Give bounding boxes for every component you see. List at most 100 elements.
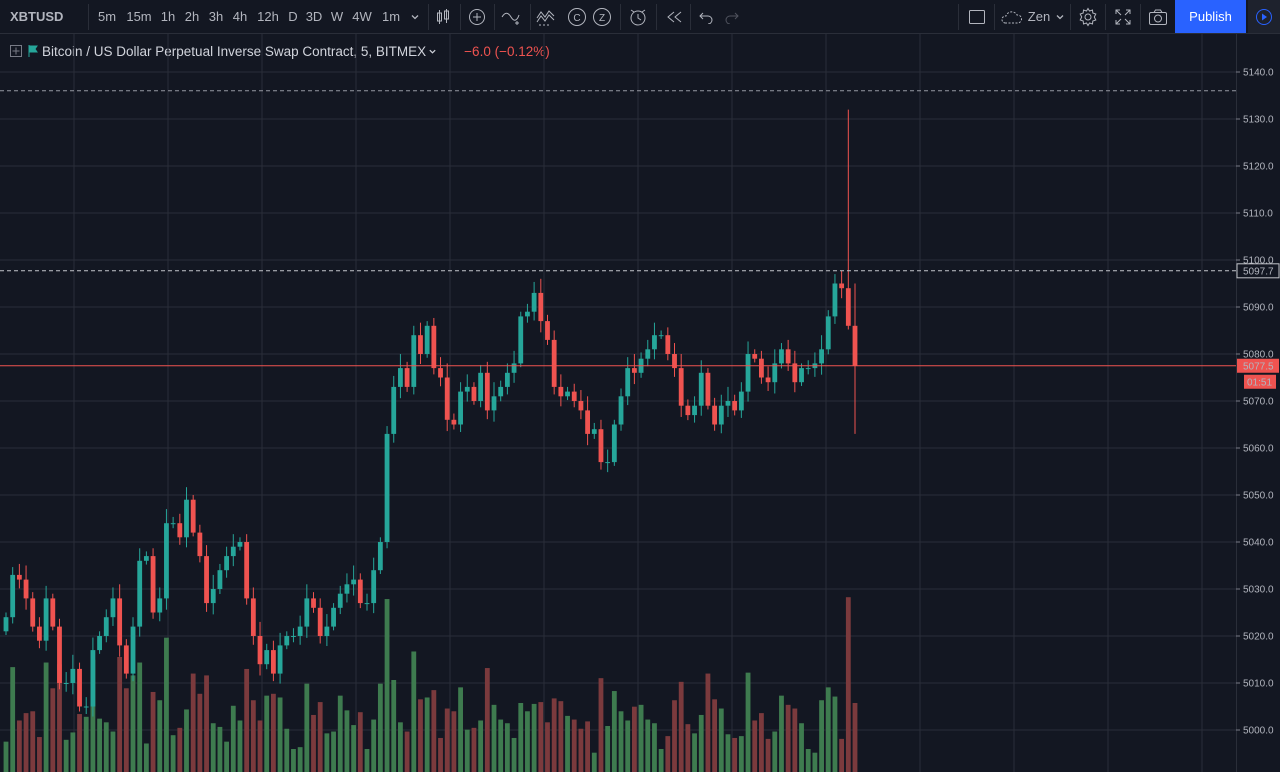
- candle-body: [217, 570, 223, 589]
- candle-series[interactable]: [3, 109, 858, 717]
- chevron-down-icon[interactable]: [428, 44, 438, 59]
- volume-bar: [277, 697, 283, 772]
- candle-body: [43, 598, 49, 641]
- candle-body: [825, 316, 831, 350]
- chevron-down-icon[interactable]: [1052, 0, 1068, 33]
- cloud-icon[interactable]: [998, 0, 1024, 33]
- volume-bar: [311, 714, 316, 772]
- volume-bar: [598, 678, 604, 772]
- interval-1h[interactable]: 1h: [160, 9, 176, 24]
- compare-icon[interactable]: [498, 0, 526, 33]
- volume-bar: [478, 720, 484, 772]
- volume-bar: [545, 722, 550, 772]
- undo-icon[interactable]: [694, 0, 718, 33]
- interval-4w[interactable]: 4W: [352, 9, 372, 24]
- volume-bar: [284, 728, 290, 772]
- interval-5m[interactable]: 5m: [97, 9, 117, 24]
- volume-bar: [765, 738, 771, 772]
- candles-icon[interactable]: [430, 0, 456, 33]
- candle-body: [551, 339, 557, 387]
- countdown-label: 01:51: [1247, 377, 1272, 388]
- price-axis[interactable]: 5140.0 5130.0 5120.0 5110.0 5100.0 5090.0 5080…: [1236, 34, 1280, 772]
- volume-bar: [150, 691, 156, 772]
- volume-bar: [10, 667, 16, 772]
- symbol-search-button[interactable]: XBTUSD: [10, 9, 64, 24]
- candle-body: [698, 372, 704, 406]
- price-change: −6.0 (−0.12%): [464, 43, 550, 59]
- chevron-down-icon[interactable]: [404, 0, 426, 33]
- volume-bar: [97, 718, 102, 772]
- volume-bar: [270, 693, 276, 772]
- candle-body: [518, 316, 524, 364]
- interval-w[interactable]: W: [330, 9, 344, 24]
- publish-button[interactable]: Publish: [1175, 0, 1246, 33]
- volume-bar: [317, 702, 323, 772]
- volume-bar: [738, 736, 744, 772]
- candle-body: [3, 617, 9, 632]
- interval-1m[interactable]: 1m: [381, 9, 401, 24]
- volume-bar: [491, 704, 497, 772]
- price-axis-background: [1236, 34, 1280, 772]
- camera-icon[interactable]: [1144, 0, 1172, 33]
- candle-body: [77, 668, 82, 707]
- volume-bar: [337, 695, 343, 772]
- volume-bar: [685, 724, 691, 772]
- toolbar-divider: [1105, 4, 1106, 30]
- volume-bar: [799, 723, 804, 772]
- volume-bar: [404, 731, 410, 772]
- volume-bar: [257, 720, 263, 772]
- candle-body: [779, 349, 784, 364]
- price-tick-label: 5100.0: [1243, 256, 1274, 267]
- interval-3h[interactable]: 3h: [208, 9, 224, 24]
- candle-body: [451, 419, 457, 425]
- volume-bar: [792, 708, 798, 772]
- volume-bar: [852, 703, 858, 772]
- toolbar-divider: [656, 4, 657, 30]
- interval-2h[interactable]: 2h: [184, 9, 200, 24]
- volume-bar: [658, 749, 664, 772]
- toolbar-divider: [958, 4, 959, 30]
- candle-body: [738, 391, 744, 411]
- redo-icon[interactable]: [720, 0, 744, 33]
- interval-3d[interactable]: 3D: [305, 9, 323, 24]
- volume-bar: [759, 713, 764, 772]
- candle-body: [611, 424, 617, 463]
- volume-series: [3, 597, 858, 772]
- candle-body: [204, 556, 209, 604]
- candle-body: [297, 626, 303, 636]
- expand-icon[interactable]: [10, 45, 22, 57]
- volume-bar: [832, 696, 838, 772]
- price-chart[interactable]: 5140.0 5130.0 5120.0 5110.0 5100.0 5090.0 5080…: [0, 34, 1280, 772]
- volume-bar: [732, 737, 738, 772]
- interval-4h[interactable]: 4h: [232, 9, 248, 24]
- settings-icon[interactable]: [1074, 0, 1102, 33]
- interval-15m[interactable]: 15m: [126, 9, 152, 24]
- candle-body: [471, 386, 477, 401]
- alert-icon[interactable]: [624, 0, 652, 33]
- fullscreen-icon[interactable]: [1109, 0, 1137, 33]
- add-indicator-icon[interactable]: [464, 0, 490, 33]
- interval-d[interactable]: D: [288, 9, 298, 24]
- volume-bar: [678, 681, 684, 772]
- z-icon[interactable]: Z: [589, 0, 615, 33]
- chart-title[interactable]: Bitcoin / US Dollar Perpetual Inverse Sw…: [42, 43, 427, 59]
- volume-bar: [3, 741, 9, 772]
- candle-body: [364, 603, 370, 605]
- price-tick-label: 5080.0: [1243, 350, 1274, 361]
- candle-body: [852, 325, 858, 366]
- high-price-tag: [1236, 263, 1280, 279]
- volume-bar: [157, 700, 163, 772]
- replay-icon[interactable]: [661, 0, 687, 33]
- volume-bar: [37, 737, 42, 772]
- volume-bar: [785, 704, 791, 772]
- c-icon[interactable]: C: [564, 0, 590, 33]
- play-icon[interactable]: [1248, 0, 1280, 33]
- layout-icon[interactable]: [962, 0, 992, 33]
- candle-body: [458, 391, 463, 425]
- candle-body: [164, 523, 169, 599]
- interval-12h[interactable]: 12h: [257, 9, 279, 24]
- last-price-label: 5077.5: [1243, 361, 1274, 372]
- indicators-icon[interactable]: [534, 0, 560, 33]
- candle-body: [331, 607, 336, 627]
- theme-name[interactable]: Zen: [1027, 9, 1051, 24]
